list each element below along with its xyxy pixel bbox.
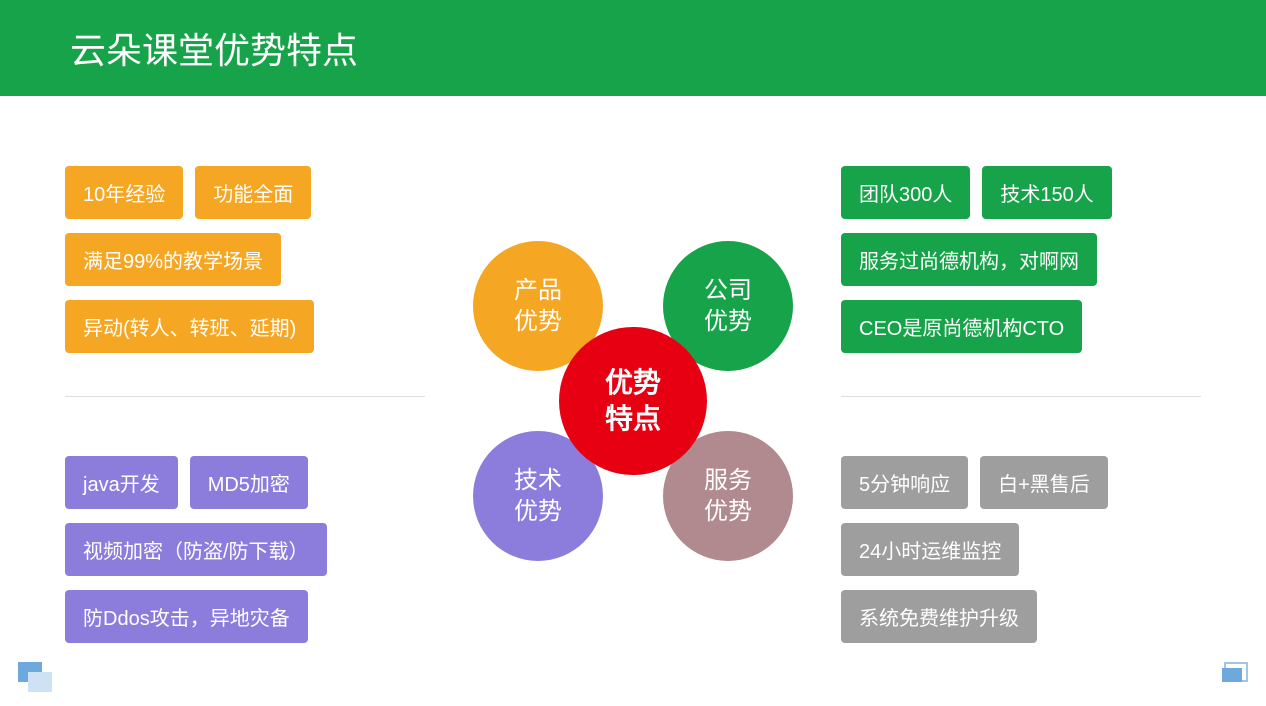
feature-tag: 24小时运维监控 <box>841 523 1019 576</box>
divider-left <box>65 396 425 397</box>
petal-company-label: 公司优势 <box>704 275 752 337</box>
tag-row: 系统免费维护升级 <box>841 590 1201 643</box>
center-label: 优势特点 <box>605 365 661 438</box>
feature-tag: 防Ddos攻击，异地灾备 <box>65 590 308 643</box>
feature-tag: 10年经验 <box>65 166 183 219</box>
center-diagram: 产品优势 公司优势 技术优势 服务优势 优势特点 <box>473 241 793 561</box>
petal-product-label: 产品优势 <box>514 275 562 337</box>
tag-row: 10年经验功能全面 <box>65 166 425 219</box>
tag-row: 24小时运维监控 <box>841 523 1201 576</box>
tag-row: 团队300人技术150人 <box>841 166 1201 219</box>
feature-tag: java开发 <box>65 456 178 509</box>
tag-row: 满足99%的教学场景 <box>65 233 425 286</box>
divider-right <box>841 396 1201 397</box>
tag-group-tech: java开发MD5加密视频加密（防盗/防下载）防Ddos攻击，异地灾备 <box>65 456 425 657</box>
tag-row: CEO是原尚德机构CTO <box>841 300 1201 353</box>
feature-tag: 功能全面 <box>195 166 311 219</box>
tag-row: java开发MD5加密 <box>65 456 425 509</box>
tag-group-company: 团队300人技术150人服务过尚德机构，对啊网CEO是原尚德机构CTO <box>841 166 1201 367</box>
feature-tag: 满足99%的教学场景 <box>65 233 281 286</box>
tag-row: 防Ddos攻击，异地灾备 <box>65 590 425 643</box>
content-area: 产品优势 公司优势 技术优势 服务优势 优势特点 10年经验功能全面满足99%的… <box>0 96 1266 706</box>
tag-row: 服务过尚德机构，对啊网 <box>841 233 1201 286</box>
feature-tag: 白+黑售后 <box>980 456 1108 509</box>
feature-tag: 异动(转人、转班、延期) <box>65 300 314 353</box>
feature-tag: 5分钟响应 <box>841 456 968 509</box>
feature-tag: 视频加密（防盗/防下载） <box>65 523 327 576</box>
decoration-bottom-left <box>18 662 56 694</box>
feature-tag: CEO是原尚德机构CTO <box>841 300 1082 353</box>
tag-group-service: 5分钟响应白+黑售后 24小时运维监控系统免费维护升级 <box>841 456 1201 657</box>
tag-row: 5分钟响应白+黑售后 <box>841 456 1201 509</box>
feature-tag: MD5加密 <box>190 456 308 509</box>
tag-row: 视频加密（防盗/防下载） <box>65 523 425 576</box>
tag-row: 异动(转人、转班、延期) <box>65 300 425 353</box>
petal-service-label: 服务优势 <box>704 465 752 527</box>
feature-tag: 技术150人 <box>982 166 1111 219</box>
feature-tag: 系统免费维护升级 <box>841 590 1037 643</box>
center-circle: 优势特点 <box>559 327 707 475</box>
petal-tech-label: 技术优势 <box>514 465 562 527</box>
header-bar: 云朵课堂优势特点 <box>0 0 1266 96</box>
page-title: 云朵课堂优势特点 <box>70 22 358 74</box>
tag-group-product: 10年经验功能全面满足99%的教学场景异动(转人、转班、延期) <box>65 166 425 367</box>
feature-tag: 团队300人 <box>841 166 970 219</box>
decoration-bottom-right <box>1210 662 1248 694</box>
feature-tag: 服务过尚德机构，对啊网 <box>841 233 1097 286</box>
